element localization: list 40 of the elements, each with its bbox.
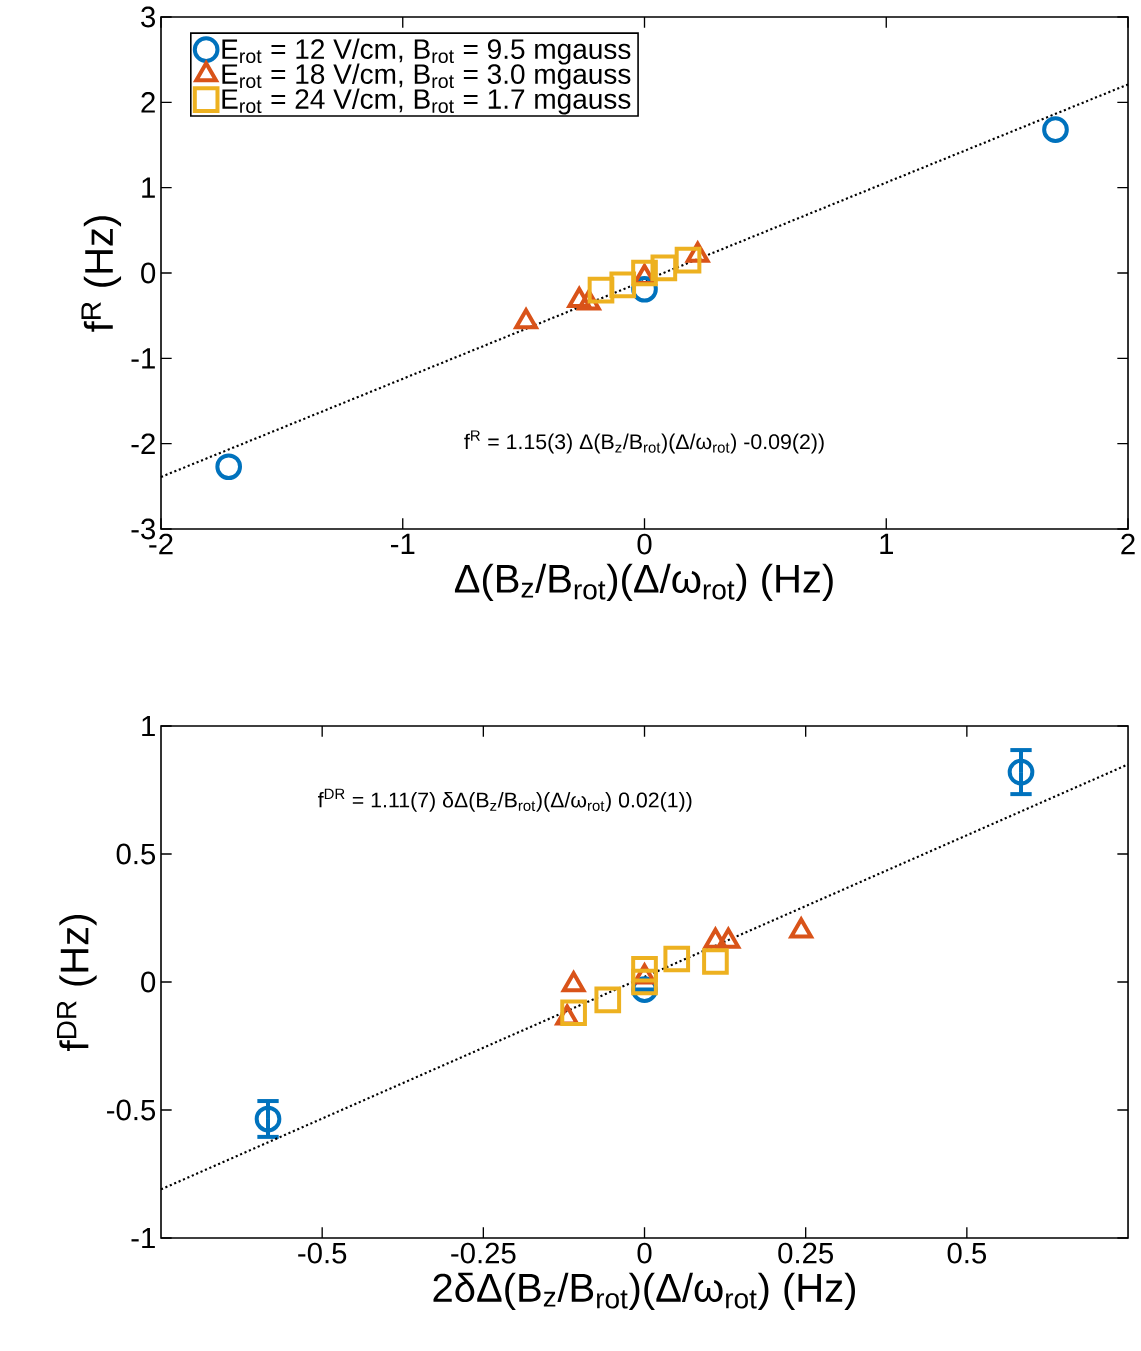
- x-tick-label: -0.25: [451, 1242, 516, 1264]
- y-tick-label: 0: [141, 971, 156, 993]
- point: [560, 999, 587, 1027]
- x-tick-label: 0: [637, 1242, 652, 1264]
- y-tick-label: -0.5: [107, 1099, 156, 1121]
- y-tick-label: 0: [141, 262, 156, 284]
- x-tick-label: 0.5: [947, 1242, 987, 1264]
- point: [702, 948, 729, 975]
- text: f$^{DR}$ = 1.11(7) δΔ(B$_{z}$/B$_{rot}$)(Δ/ω$_{rot}$) 0.02(1)): [318, 788, 692, 812]
- y-tick-label: 1: [142, 715, 155, 737]
- y-tick-label: 2: [141, 92, 155, 113]
- y-tick-label: -1: [131, 1227, 155, 1249]
- y-axis-title: f$^{R}$ (Hz): [81, 216, 122, 332]
- y-tick-label: 0.5: [116, 843, 156, 865]
- point: [650, 254, 678, 282]
- point: [609, 271, 637, 299]
- x-axis-title: 2δΔ(B$_{z}$/B$_{rot}$)(Δ/ω$_{rot}$) (Hz): [433, 1272, 855, 1310]
- point: [254, 1105, 282, 1133]
- point: [674, 246, 702, 274]
- y-tick-label: -1: [131, 348, 155, 369]
- point: [587, 276, 615, 304]
- point: [1007, 758, 1035, 786]
- x-tick-label: 1: [880, 533, 893, 554]
- point: [1042, 116, 1069, 143]
- point: [631, 955, 658, 983]
- point: [594, 986, 622, 1014]
- y-tick-label: -2: [131, 433, 155, 454]
- x-tick-label: 0: [637, 533, 652, 555]
- x-tick-label: 2: [1121, 533, 1135, 555]
- x-axis-title: Δ(B$_{z}$/B$_{rot}$)(Δ/ω$_{rot}$) (Hz): [454, 563, 833, 601]
- x-tick-label: -1: [391, 533, 415, 554]
- x-tick-label: 0.25: [778, 1242, 833, 1264]
- point: [215, 453, 243, 481]
- y-axis-title: f$^{DR}$ (Hz): [57, 915, 97, 1051]
- point: [663, 945, 691, 973]
- y-tick-label: 1: [142, 177, 155, 198]
- text: f$^{R}$ = 1.15(3) Δ(B$_{z}$/B$_{rot}$)(Δ/ω$_{rot}$) -0.09(2)): [464, 430, 824, 454]
- x-tick-label: -0.5: [298, 1242, 347, 1264]
- legend-label: E$_{rot}$ = 12 V/cm, B$_{rot}$ = 9.5 mgauss: [222, 38, 631, 65]
- y-tick-label: 3: [141, 6, 156, 28]
